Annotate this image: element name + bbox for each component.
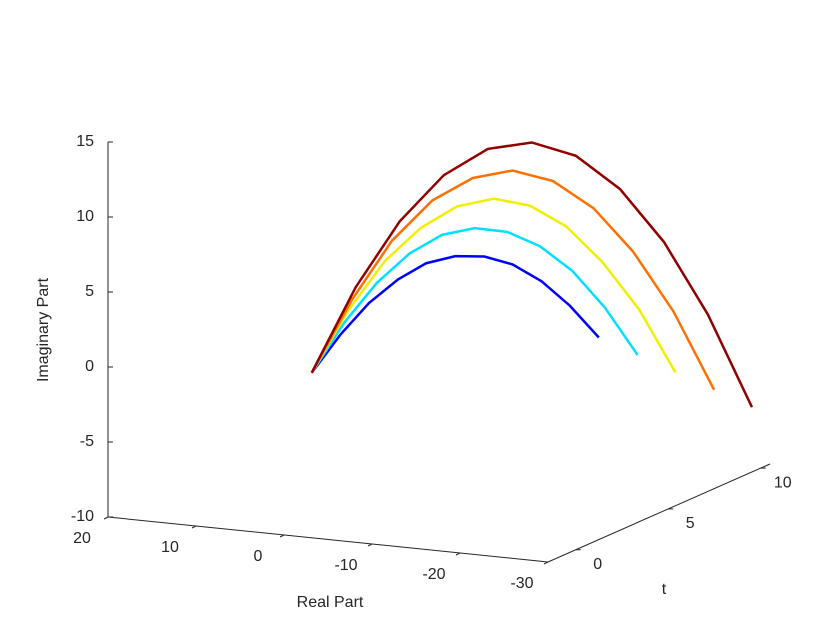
x-tick bbox=[279, 534, 285, 538]
y-tick-label: 0 bbox=[593, 556, 602, 573]
y-tick-label: 10 bbox=[774, 474, 792, 491]
x-tick bbox=[543, 561, 549, 565]
x-tick bbox=[191, 525, 197, 529]
x-axis-line bbox=[107, 516, 549, 563]
z-tick-label: -5 bbox=[80, 433, 94, 450]
z-axis-label: Imaginary Part bbox=[35, 277, 52, 382]
x-tick bbox=[455, 552, 461, 556]
x-tick bbox=[367, 543, 373, 547]
x-axis-label: Real Part bbox=[297, 594, 364, 611]
curve bbox=[310, 169, 716, 391]
z-tick-label: 5 bbox=[85, 283, 94, 300]
z-tick-label: -10 bbox=[71, 508, 94, 525]
curve bbox=[310, 197, 677, 374]
y-axis-label: t bbox=[662, 581, 667, 598]
z-tick-label: 10 bbox=[76, 208, 94, 225]
x-tick-label: 0 bbox=[254, 548, 263, 565]
x-tick-label: 20 bbox=[73, 530, 91, 547]
curve bbox=[310, 226, 639, 374]
y-axis-line bbox=[547, 463, 771, 563]
curve bbox=[310, 254, 600, 374]
x-tick-label: -20 bbox=[422, 566, 445, 583]
x-tick-label: -10 bbox=[334, 557, 357, 574]
z-tick-label: 15 bbox=[76, 133, 94, 150]
y-tick-label: 5 bbox=[686, 515, 695, 532]
x-tick-label: -30 bbox=[510, 575, 533, 592]
curve bbox=[310, 141, 754, 408]
z-tick-label: 0 bbox=[85, 358, 94, 375]
x-tick bbox=[103, 516, 109, 520]
x-tick-label: 10 bbox=[161, 539, 179, 556]
